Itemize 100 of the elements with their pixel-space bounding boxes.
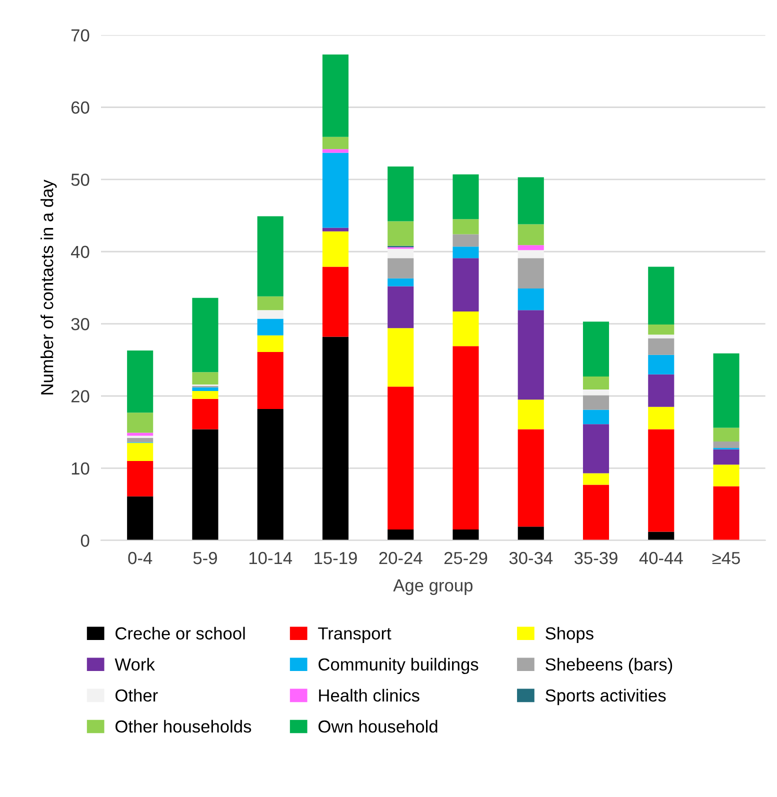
bar bbox=[518, 245, 544, 250]
bar bbox=[322, 54, 349, 137]
x-tick-label: 30-34 bbox=[509, 552, 553, 564]
y-tick-label: 60 bbox=[71, 101, 90, 114]
bar bbox=[452, 174, 479, 220]
y-tick-label: 50 bbox=[71, 174, 90, 186]
x-tick-label: 20-24 bbox=[379, 552, 422, 564]
bar bbox=[648, 374, 674, 407]
bar bbox=[257, 335, 284, 352]
bar bbox=[257, 310, 284, 319]
bar bbox=[582, 473, 610, 485]
bar bbox=[388, 328, 414, 387]
y-tick-label: 40 bbox=[70, 246, 90, 258]
bar bbox=[582, 424, 610, 474]
bar bbox=[388, 278, 414, 286]
bar bbox=[582, 484, 610, 540]
x-axis-title: Age group bbox=[393, 579, 473, 595]
bar bbox=[648, 354, 674, 374]
y-axis-title: Number of contacts in a day bbox=[40, 180, 57, 394]
bar bbox=[713, 441, 740, 448]
bar bbox=[648, 266, 674, 325]
bar bbox=[518, 288, 544, 310]
bar bbox=[257, 318, 284, 336]
bar bbox=[127, 438, 154, 442]
bar bbox=[127, 412, 154, 433]
bar bbox=[518, 429, 544, 527]
bar bbox=[452, 530, 479, 540]
x-tick-label: 40-44 bbox=[639, 552, 683, 564]
bar bbox=[322, 152, 349, 228]
bar bbox=[648, 334, 674, 338]
bar bbox=[257, 408, 284, 540]
bar bbox=[452, 234, 479, 247]
legend-label: Transport bbox=[318, 627, 392, 644]
bar bbox=[518, 310, 544, 400]
bar bbox=[713, 428, 740, 442]
bar bbox=[518, 526, 544, 540]
x-tick-label: 10-14 bbox=[249, 552, 292, 564]
bar bbox=[322, 336, 349, 540]
bar bbox=[127, 442, 154, 461]
bar bbox=[452, 346, 479, 530]
bar bbox=[388, 258, 414, 278]
bar bbox=[388, 386, 414, 530]
bar bbox=[322, 266, 349, 337]
bar bbox=[388, 530, 414, 540]
bar bbox=[713, 464, 740, 486]
bar bbox=[713, 486, 740, 540]
bar bbox=[452, 258, 479, 312]
y-tick-label: 0 bbox=[80, 534, 90, 547]
bar bbox=[582, 410, 610, 424]
legend-label: Sports activities bbox=[546, 688, 666, 706]
bar bbox=[257, 216, 284, 296]
legend-label: Shops bbox=[546, 626, 594, 644]
bar bbox=[648, 338, 674, 355]
bar bbox=[322, 136, 349, 150]
bar bbox=[648, 324, 674, 335]
bar bbox=[648, 532, 674, 540]
bar bbox=[518, 224, 544, 246]
x-tick-label: 15-19 bbox=[314, 552, 357, 564]
bar bbox=[192, 387, 218, 391]
bar bbox=[127, 496, 154, 540]
legend-label: Health clinics bbox=[319, 688, 420, 702]
x-tick-label: 5-9 bbox=[193, 552, 217, 564]
bar bbox=[257, 296, 284, 310]
bar bbox=[322, 149, 349, 153]
bar bbox=[127, 350, 154, 413]
bar bbox=[192, 398, 218, 430]
bar bbox=[713, 353, 740, 428]
bar bbox=[452, 219, 479, 234]
bar bbox=[648, 406, 674, 430]
legend-label: Work bbox=[114, 658, 155, 671]
y-tick-label: 70 bbox=[71, 29, 90, 42]
bar bbox=[452, 312, 479, 346]
bar bbox=[582, 322, 610, 377]
bar bbox=[518, 400, 544, 430]
bar bbox=[192, 390, 218, 399]
legend-label: Own household bbox=[318, 720, 438, 733]
legend-label: Creche or school bbox=[116, 626, 245, 640]
y-tick-label: 20 bbox=[71, 390, 90, 402]
bar bbox=[518, 258, 544, 288]
bar bbox=[518, 250, 544, 258]
bar bbox=[388, 248, 414, 258]
bar bbox=[582, 395, 610, 410]
bar bbox=[582, 390, 610, 396]
bar bbox=[648, 429, 674, 532]
bar bbox=[388, 286, 414, 328]
legend-label: Other households bbox=[116, 720, 252, 733]
x-tick-label: ≥45 bbox=[712, 552, 740, 564]
bar bbox=[388, 166, 414, 222]
bar bbox=[192, 298, 218, 372]
bar bbox=[452, 246, 479, 258]
x-tick-label: 0-4 bbox=[128, 552, 152, 564]
bar bbox=[192, 372, 218, 384]
bar bbox=[192, 429, 218, 540]
bar bbox=[257, 352, 284, 409]
legend-label: Shebeens (bars) bbox=[546, 658, 672, 674]
bar bbox=[127, 460, 154, 496]
y-tick-label: 10 bbox=[72, 462, 90, 475]
legend-label: Community buildings bbox=[318, 658, 478, 674]
bar bbox=[322, 228, 349, 232]
bar bbox=[582, 376, 610, 390]
